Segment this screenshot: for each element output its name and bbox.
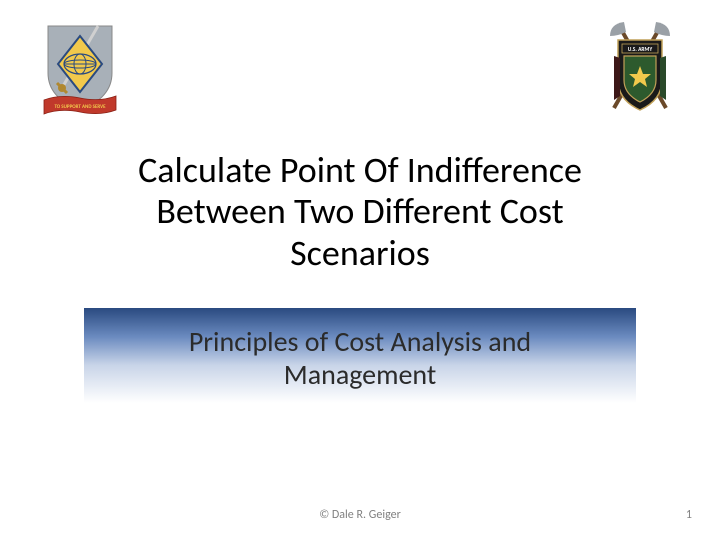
title-line-3: Scenarios bbox=[290, 231, 430, 275]
footer-page-number: 1 bbox=[686, 508, 692, 522]
title-line-2: Between Two Different Cost bbox=[156, 189, 563, 233]
slide-title: Calculate Point Of Indifference Between … bbox=[0, 150, 720, 274]
subtitle-line-2: Management bbox=[284, 357, 436, 392]
svg-text:TO SUPPORT AND SERVE: TO SUPPORT AND SERVE bbox=[54, 104, 106, 110]
slide-subtitle: Principles of Cost Analysis and Manageme… bbox=[84, 320, 636, 390]
footer-copyright: © Dale R. Geiger bbox=[0, 508, 720, 522]
subtitle-box: Principles of Cost Analysis and Manageme… bbox=[84, 308, 636, 403]
title-line-1: Calculate Point Of Indifference bbox=[138, 148, 582, 192]
support-and-serve-crest: TO SUPPORT AND SERVE bbox=[40, 18, 120, 123]
subtitle-line-1: Principles of Cost Analysis and bbox=[189, 324, 531, 359]
svg-text:U.S. ARMY: U.S. ARMY bbox=[628, 47, 653, 53]
slide: TO SUPPORT AND SERVE U.S. ARMY Calculate… bbox=[0, 0, 720, 540]
us-army-cost-crest: U.S. ARMY bbox=[600, 18, 680, 123]
